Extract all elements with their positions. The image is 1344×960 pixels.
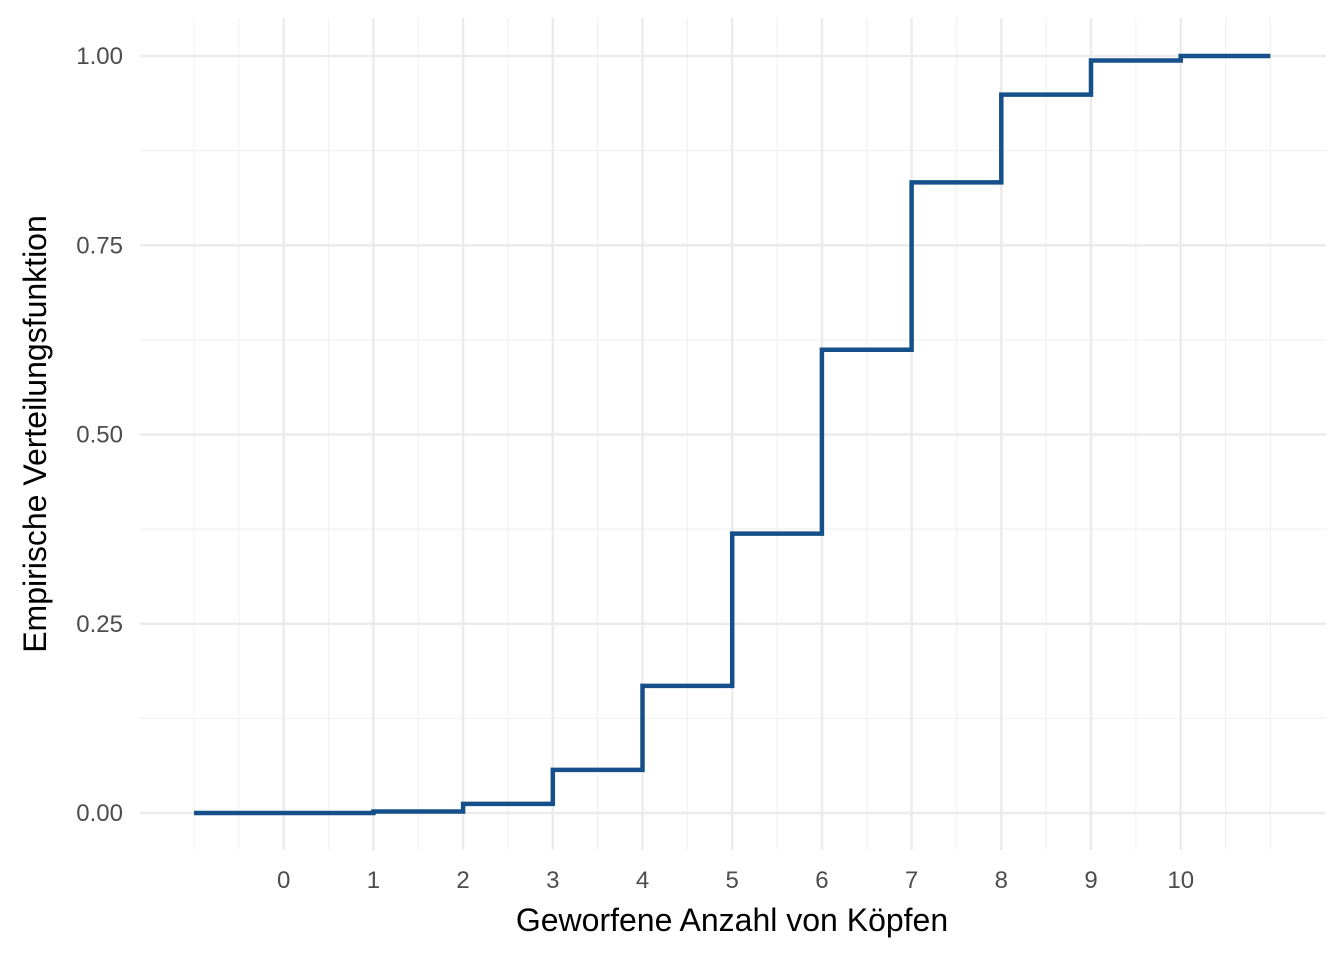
y-tick-label: 0.50 [76,422,123,449]
x-axis-tick-labels: 0 1 2 3 4 5 6 7 8 9 10 [277,867,1194,894]
x-tick-label: 7 [905,867,918,894]
x-axis-title: Geworfene Anzahl von Köpfen [516,902,948,938]
series-layer [194,53,1271,816]
x-tick-label: 6 [815,867,828,894]
x-tick-label: 8 [995,867,1008,894]
y-axis-tick-labels: 0.00 0.25 0.50 0.75 1.00 [76,43,123,827]
grid [140,18,1326,850]
x-tick-label: 2 [456,867,469,894]
x-tick-label: 9 [1084,867,1097,894]
x-tick-label: 4 [636,867,649,894]
x-tick-label: 0 [277,867,290,894]
y-tick-label: 0.75 [76,232,123,259]
x-tick-label: 5 [726,867,739,894]
y-tick-label: 0.00 [76,800,123,827]
ecdf-step-line [194,53,1271,816]
y-tick-label: 0.25 [76,611,123,638]
x-tick-label: 3 [546,867,559,894]
x-tick-label: 1 [367,867,380,894]
y-tick-label: 1.00 [76,43,123,70]
x-tick-label: 10 [1167,867,1194,894]
y-axis-title: Empirische Verteilungsfunktion [17,215,53,653]
